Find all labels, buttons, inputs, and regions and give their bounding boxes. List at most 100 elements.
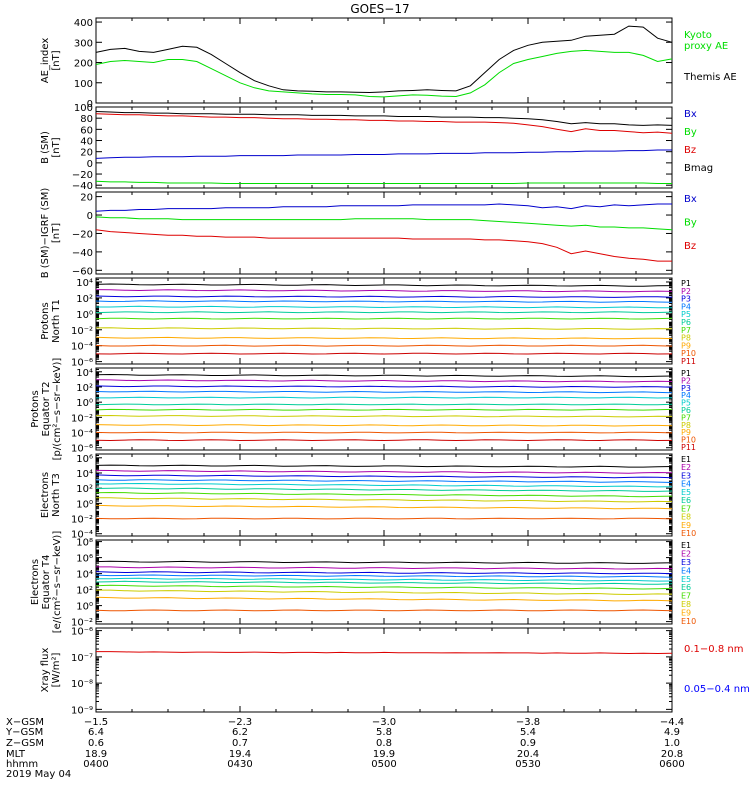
legend-entry: E6	[681, 496, 691, 505]
legend-entry: Bx	[684, 109, 697, 120]
y-tick-label: 0	[87, 99, 93, 110]
y-axis-label: [nT]	[51, 137, 62, 157]
y-axis-label: B (SM)−IGRF (SM)	[40, 188, 51, 279]
legend-entry: E1	[681, 455, 691, 464]
legend-entry: E7	[681, 592, 691, 601]
legend-entry: E2	[681, 549, 691, 558]
y-tick-label: 10⁻⁶	[71, 444, 93, 455]
legend-entry: P11	[681, 357, 696, 366]
y-axis-label: Electrons	[30, 559, 41, 605]
ephemeris-label: hhmm	[6, 759, 38, 770]
channel-line	[95, 517, 673, 520]
y-tick-label: 10⁴	[76, 368, 93, 379]
legend-entry: P10	[681, 349, 696, 358]
channel-line	[95, 479, 673, 483]
channel-line	[95, 289, 673, 293]
legend-entry: P6	[681, 318, 691, 327]
legend-entry: E2	[681, 463, 691, 472]
series-line	[95, 49, 673, 98]
ephemeris-value: 19.9	[373, 749, 395, 760]
y-tick-label: 10⁻⁴	[71, 530, 93, 541]
legend-entry: P6	[681, 406, 691, 415]
legend-entry: E7	[681, 504, 691, 513]
y-tick-label: 10⁴	[76, 278, 93, 289]
y-tick-label: 40	[80, 137, 93, 148]
panel-xray: 10⁻⁶ 10⁻⁷ 10⁻⁸ 10⁻⁹ Xray flux [W/m²] 0.1−0.8 n…	[40, 627, 750, 717]
y-axis-label: Equator T4	[41, 555, 52, 610]
ephemeris-label: MLT	[6, 749, 26, 760]
channel-line	[95, 596, 673, 602]
ephemeris-value: 0400	[83, 759, 108, 770]
channel-line	[95, 352, 673, 355]
y-tick-label: 10⁰	[76, 499, 93, 510]
y-axis-label: Electrons	[40, 472, 51, 518]
panel-frame	[95, 191, 673, 275]
y-tick-label: 10⁶	[76, 554, 93, 565]
y-tick-label: 10⁴	[76, 469, 93, 480]
y-tick-label: 10⁻⁶	[71, 627, 93, 638]
channel-line	[95, 414, 673, 418]
chart-title: GOES−17	[350, 2, 409, 16]
series-line	[95, 113, 673, 134]
ephemeris-value: 0.7	[232, 738, 248, 749]
y-tick-label: 10⁰	[76, 602, 93, 613]
y-tick-label: 10⁻²	[71, 515, 93, 526]
y-tick-label: 10²	[76, 383, 93, 394]
y-tick-label: 10⁰	[76, 310, 93, 321]
legend-entry: E8	[681, 600, 691, 609]
series-line	[95, 203, 672, 212]
y-tick-label: 10²	[76, 294, 93, 305]
y-tick-label: 10⁻⁴	[71, 429, 93, 440]
y-tick-label: 10⁻²	[71, 326, 93, 337]
channel-line	[95, 424, 673, 427]
ephemeris-value: 18.9	[85, 749, 107, 760]
y-tick-label: 10⁻⁶	[71, 358, 93, 369]
series-line	[95, 25, 673, 94]
panel-p1: 10⁴ 10² 10⁰ 10⁻² 10⁻⁴ 10⁻⁶ Protons North T1 P1P2…	[40, 277, 696, 369]
ephemeris-label: X−GSM	[6, 717, 44, 728]
legend-entry: By	[684, 217, 697, 228]
channel-line	[96, 497, 673, 503]
y-tick-label: 400	[74, 18, 93, 29]
channel-line	[96, 396, 673, 399]
legend-entry: proxy AE	[684, 41, 728, 52]
ephemeris-value: 20.8	[661, 749, 683, 760]
legend-entry: E3	[681, 558, 691, 567]
legend-entry: Bz	[684, 145, 696, 156]
channel-line	[95, 327, 673, 330]
ephemeris-value: 20.4	[517, 749, 539, 760]
y-tick-label: 0	[87, 159, 93, 170]
legend-entry: E8	[681, 513, 691, 522]
y-axis-label: North T1	[51, 299, 62, 343]
legend-entry: 0.1−0.8 nm	[684, 644, 743, 655]
ephemeris-value: 5.4	[520, 727, 536, 738]
channel-line	[95, 311, 673, 314]
y-tick-label: 20	[80, 193, 93, 204]
ephemeris-value: 0530	[515, 759, 540, 770]
channel-line	[95, 469, 673, 474]
legend-entry: E4	[681, 480, 691, 489]
y-tick-label: 10⁶	[76, 454, 93, 465]
legend-entry: E10	[681, 617, 696, 626]
y-tick-label: 10⁻²	[71, 413, 93, 424]
legend-entry: E3	[681, 471, 691, 480]
legend-entry: P2	[681, 376, 691, 385]
legend-entry: P7	[681, 413, 691, 422]
y-tick-label: 10⁻²	[71, 618, 93, 629]
channel-line	[95, 584, 673, 590]
channel-line	[95, 580, 673, 585]
y-tick-label: 60	[80, 125, 93, 136]
y-axis-label: Protons	[30, 390, 41, 427]
channel-line	[95, 385, 673, 388]
y-axis-label: Xray flux	[40, 648, 51, 693]
legend-entry: By	[684, 127, 697, 138]
legend-entry: P7	[681, 326, 691, 335]
y-axis-label: Protons	[40, 302, 51, 339]
legend-entry: P4	[681, 302, 691, 311]
channel-line	[95, 482, 673, 488]
y-tick-label: 200	[74, 59, 93, 70]
y-tick-label: 80	[80, 114, 93, 125]
legend-entry: P9	[681, 341, 691, 350]
